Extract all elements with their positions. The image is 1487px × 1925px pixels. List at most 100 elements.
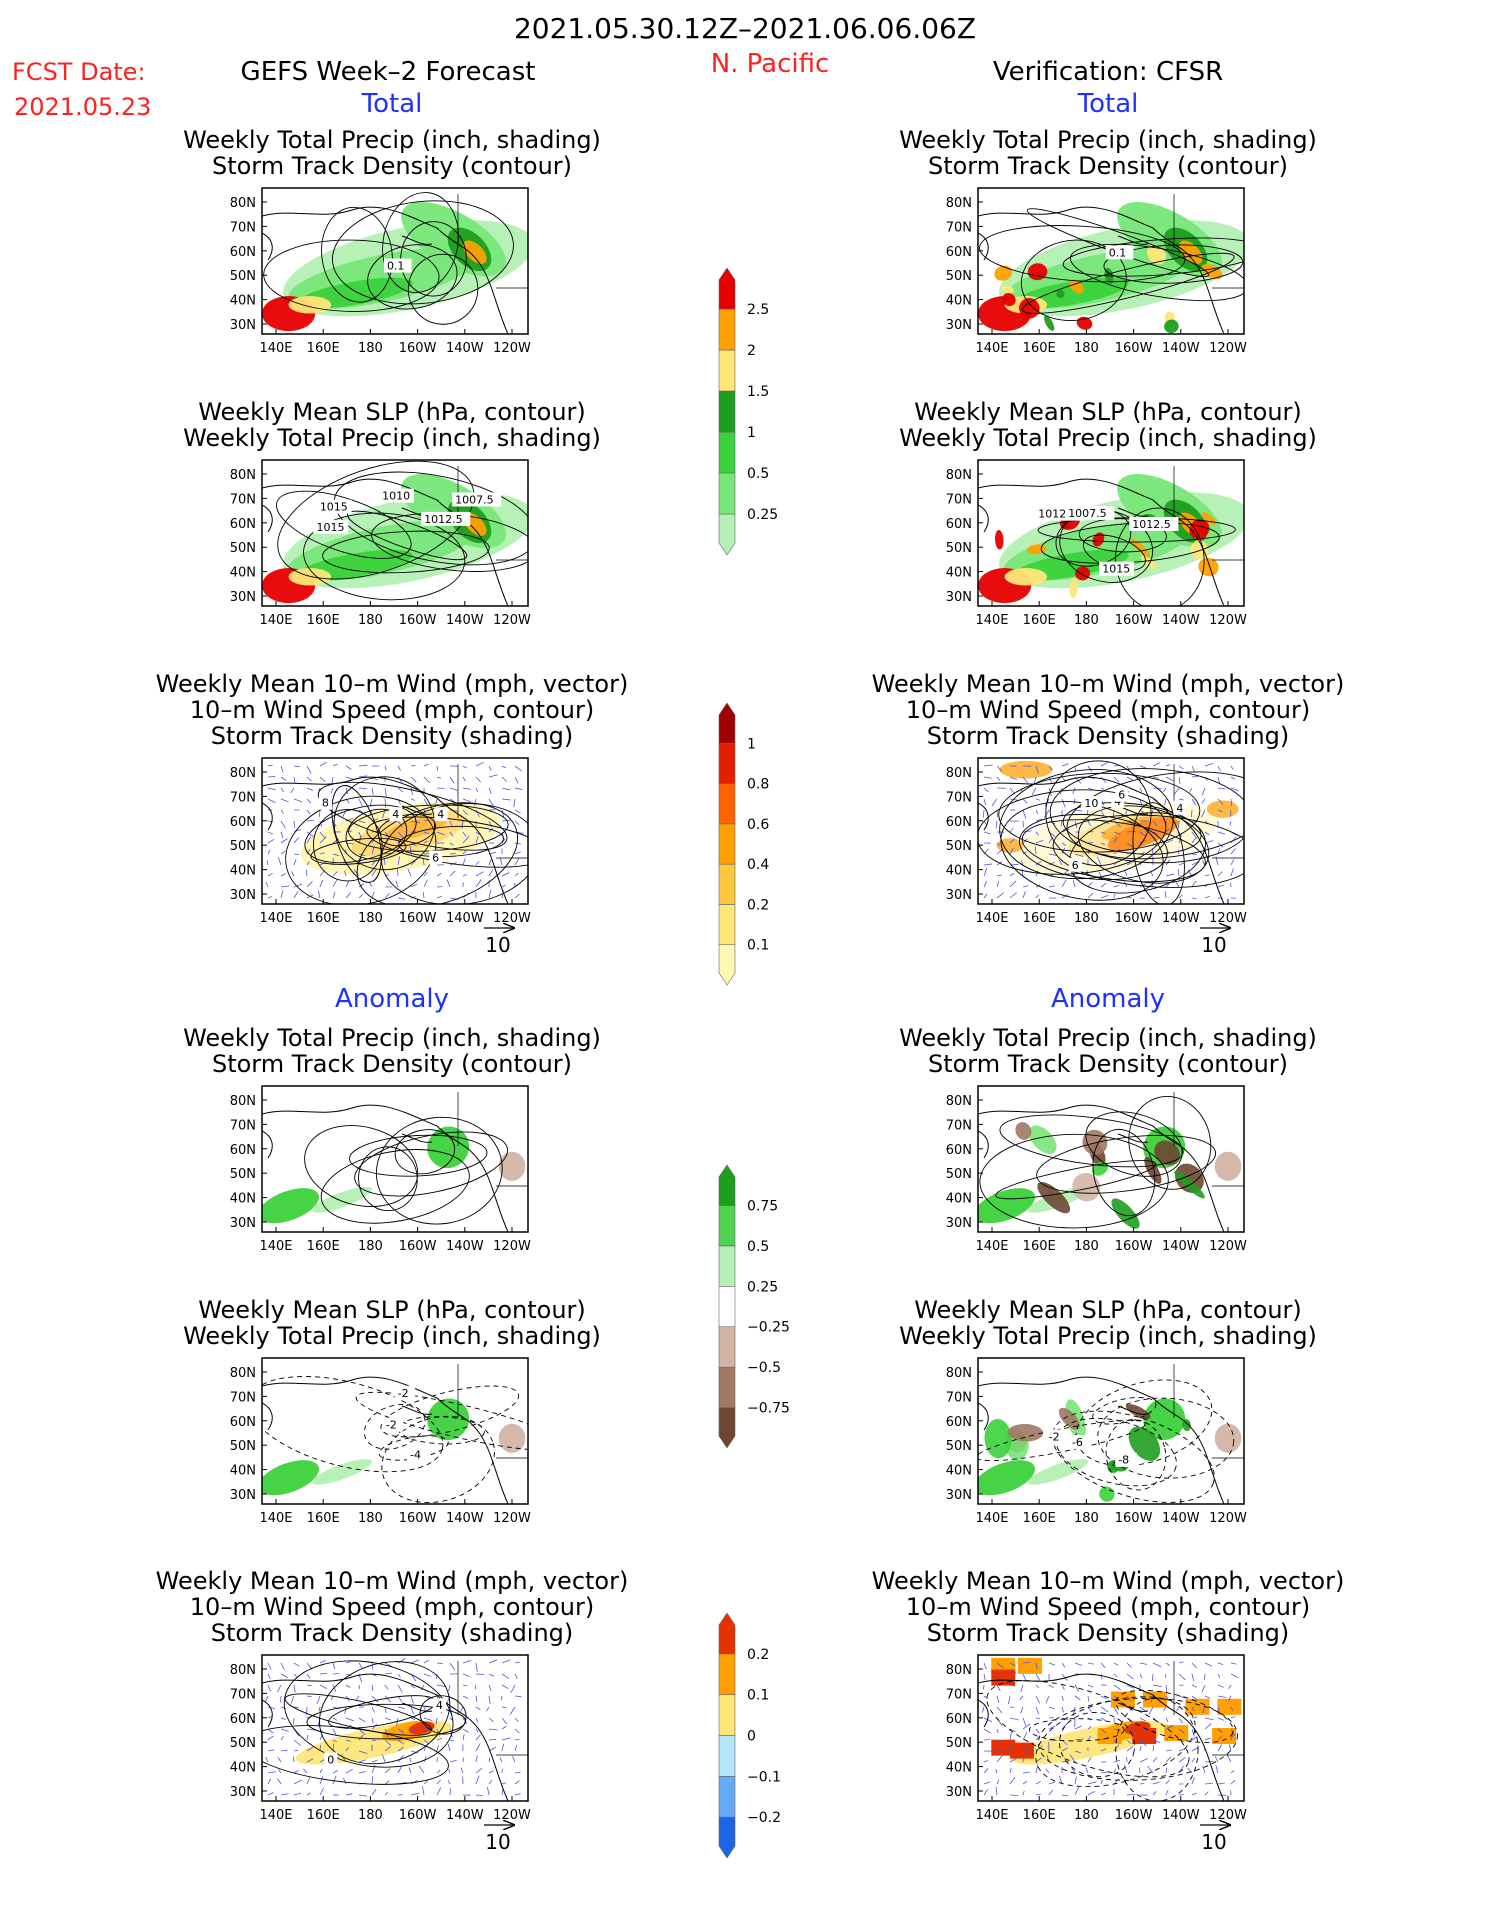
lon-tick-label: 160W — [1115, 613, 1153, 628]
lat-tick-label: 60N — [946, 245, 972, 260]
lon-tick-label: 160W — [1115, 1511, 1153, 1526]
lon-tick-label: 160W — [1115, 341, 1153, 356]
lat-tick-label: 80N — [230, 1366, 256, 1381]
colorbar-segment — [718, 1205, 736, 1247]
lon-tick-label: 120W — [1209, 341, 1247, 356]
lat-tick-label: 50N — [230, 1439, 256, 1454]
contour-label: 6 — [1118, 788, 1125, 801]
contour-label: 1007.5 — [1068, 507, 1107, 520]
lat-tick-label: 40N — [946, 864, 972, 879]
map-panel-anomaly-verification-6: Weekly Mean 10–m Wind (mph, vector)10–m … — [872, 1567, 1345, 1854]
lat-tick-label: 60N — [230, 1143, 256, 1158]
map-panel-total-forecast-2: Weekly Mean SLP (hPa, contour)Weekly Tot… — [183, 398, 601, 628]
lat-tick-label: 70N — [230, 220, 256, 235]
lat-tick-label: 30N — [946, 318, 972, 333]
contour-label: 1007.5 — [455, 493, 494, 506]
lon-tick-label: 120W — [493, 613, 531, 628]
contour-label: 1015 — [1102, 563, 1130, 576]
lat-tick-label: 40N — [230, 1464, 256, 1479]
lon-tick-label: 120W — [1209, 1808, 1247, 1823]
lon-tick-label: 160E — [307, 1511, 340, 1526]
lat-tick-label: 50N — [230, 541, 256, 556]
lat-tick-label: 80N — [946, 1366, 972, 1381]
lat-tick-label: 60N — [230, 815, 256, 830]
map-field — [978, 1657, 1244, 1801]
lon-tick-label: 140E — [975, 341, 1008, 356]
map-frame — [261, 187, 529, 335]
colorbar-segment — [718, 1694, 736, 1736]
lon-tick-label: 140E — [975, 613, 1008, 628]
lat-tick-label: 30N — [946, 888, 972, 903]
lon-tick-label: 160W — [399, 911, 437, 926]
lon-tick-label: 160E — [307, 1808, 340, 1823]
contour-label: 0.1 — [1109, 246, 1127, 259]
lon-tick-label: 140E — [975, 1239, 1008, 1254]
lat-tick-label: 60N — [946, 1143, 972, 1158]
panel-title-line: Weekly Mean SLP (hPa, contour) — [914, 1296, 1302, 1324]
map-frame — [977, 1357, 1245, 1505]
contour-label: 4 — [436, 1699, 443, 1712]
colorbar-tick-label: 0.25 — [747, 1279, 778, 1295]
colorbar-segment — [718, 513, 736, 556]
colorbar-segment — [718, 823, 736, 865]
lat-tick-label: 60N — [230, 245, 256, 260]
colorbar-segment — [718, 1164, 736, 1206]
panel-title-line: Weekly Mean 10–m Wind (mph, vector) — [872, 1567, 1345, 1595]
colorbar-tick-label: 0.5 — [747, 1239, 769, 1255]
lon-tick-label: 180 — [358, 1808, 383, 1823]
map-frame — [977, 1654, 1245, 1802]
panel-title-line: Storm Track Density (shading) — [211, 1619, 574, 1647]
lat-tick-label: 40N — [230, 864, 256, 879]
date-range-title: 2021.05.30.12Z–2021.06.06.06Z — [514, 12, 976, 45]
lat-tick-label: 50N — [230, 1167, 256, 1182]
lat-tick-label: 30N — [230, 1216, 256, 1231]
colorbar-segment — [718, 863, 736, 905]
lat-tick-label: 50N — [946, 839, 972, 854]
map-field — [978, 1092, 1244, 1232]
colorbar-tick-label: 0.25 — [747, 507, 778, 523]
colorbar-segment — [718, 1366, 736, 1408]
panel-title-line: Weekly Total Precip (inch, shading) — [899, 424, 1317, 452]
lat-tick-label: 50N — [946, 1167, 972, 1182]
map-frame — [977, 187, 1245, 335]
contour-label: 1010 — [382, 490, 410, 503]
colorbar-segment — [718, 390, 736, 433]
colorbar-segment — [718, 1285, 736, 1328]
panel-title-line: Weekly Total Precip (inch, shading) — [899, 126, 1317, 154]
lon-tick-label: 160E — [307, 341, 340, 356]
colorbar-segment — [718, 944, 736, 986]
lon-tick-label: 120W — [1209, 911, 1247, 926]
fcst-date-value: 2021.05.23 — [14, 93, 151, 121]
colorbar-tick-label: 1 — [747, 425, 756, 441]
lat-tick-label: 80N — [946, 1094, 972, 1109]
panel-title-line: Weekly Total Precip (inch, shading) — [183, 1322, 601, 1350]
colorbar-segment — [718, 472, 736, 515]
panel-title-line: Storm Track Density (shading) — [927, 1619, 1290, 1647]
lon-tick-label: 160W — [1115, 911, 1153, 926]
lon-tick-label: 180 — [358, 613, 383, 628]
lon-tick-label: 180 — [358, 1239, 383, 1254]
contour-label: 6 — [1072, 859, 1079, 872]
lat-tick-label: 40N — [946, 1761, 972, 1776]
fcst-date-label: FCST Date: — [12, 58, 146, 86]
lat-tick-label: 70N — [946, 1687, 972, 1702]
region-title: N. Pacific — [711, 49, 830, 79]
contour-label: -2 — [386, 1419, 397, 1432]
colorbar-segment — [718, 349, 736, 392]
contour-label: 4 — [392, 808, 399, 821]
contour-label: 6 — [432, 852, 439, 865]
lat-tick-label: 50N — [230, 269, 256, 284]
lat-tick-label: 60N — [230, 1712, 256, 1727]
lat-tick-label: 80N — [946, 196, 972, 211]
lat-tick-label: 80N — [230, 196, 256, 211]
precip-total-scale: 0.25 0.5 1 1.5 2 2.5 — [718, 267, 778, 556]
lat-tick-label: 30N — [230, 1785, 256, 1800]
lat-tick-label: 40N — [946, 1464, 972, 1479]
map-field — [262, 1364, 528, 1504]
colorbar-tick-label: 0.2 — [747, 1647, 769, 1663]
lat-tick-label: 40N — [230, 294, 256, 309]
map-field — [978, 194, 1244, 334]
panel-title-line: Weekly Mean 10–m Wind (mph, vector) — [156, 1567, 629, 1595]
map-field — [978, 760, 1244, 904]
lon-tick-label: 160E — [307, 911, 340, 926]
